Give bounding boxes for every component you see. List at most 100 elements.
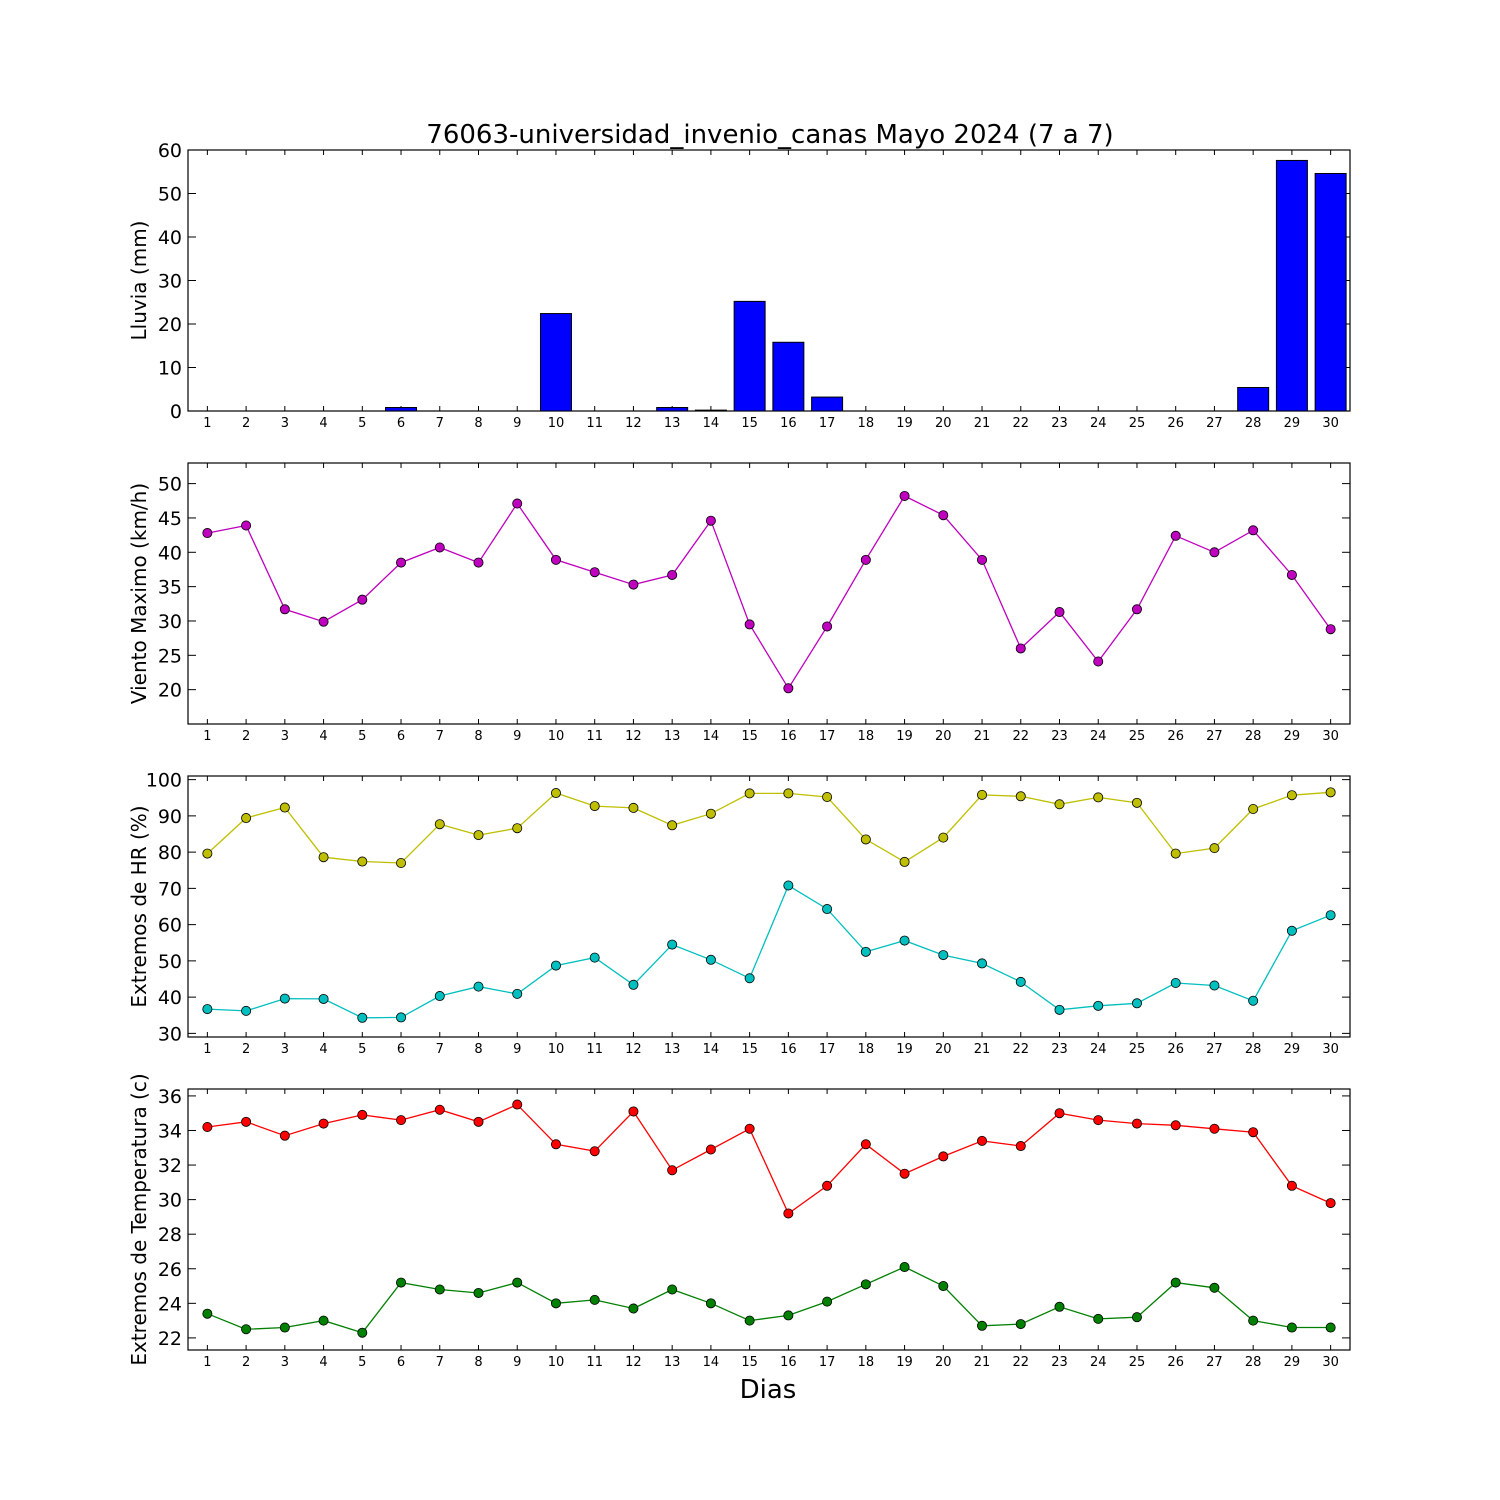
data-point: [550, 1298, 561, 1309]
x-tick-label: 16: [780, 416, 797, 431]
data-point: [628, 579, 639, 590]
x-tick-label: 17: [819, 1042, 836, 1057]
x-tick-label: 7: [436, 1355, 444, 1370]
data-point: [241, 1005, 252, 1016]
x-tick-label: 13: [664, 1355, 681, 1370]
rain-bar: [811, 396, 844, 412]
x-tick-label: 14: [703, 729, 720, 744]
data-point: [1054, 1004, 1065, 1015]
data-point: [357, 1012, 368, 1023]
x-tick-label: 10: [548, 1355, 565, 1370]
data-point: [822, 904, 833, 915]
data-point: [977, 1320, 988, 1331]
y-tick-label: 50: [158, 474, 182, 496]
data-point: [318, 993, 329, 1004]
x-tick-label: 22: [1012, 416, 1029, 431]
x-tick-label: 12: [625, 729, 642, 744]
y-tick-label: 40: [158, 227, 182, 249]
data-point: [1093, 1000, 1104, 1011]
y-tick-label: 32: [158, 1155, 182, 1177]
data-point: [512, 1099, 523, 1110]
data-point: [938, 950, 949, 961]
x-tick-label: 20: [935, 1355, 952, 1370]
data-point: [1054, 607, 1065, 618]
data-point: [938, 510, 949, 521]
data-point: [1131, 797, 1142, 808]
data-point: [667, 569, 678, 580]
y-tick-label: 20: [158, 680, 182, 702]
data-point: [279, 1130, 290, 1141]
data-point: [1015, 1141, 1026, 1152]
x-tick-label: 28: [1245, 1042, 1262, 1057]
x-tick-label: 30: [1322, 729, 1339, 744]
data-point: [473, 557, 484, 568]
data-point: [202, 848, 213, 859]
data-point: [744, 1123, 755, 1134]
y-tick-label: 90: [158, 806, 182, 828]
data-point: [1248, 803, 1259, 814]
data-point: [899, 490, 910, 501]
data-point: [1131, 1312, 1142, 1323]
data-point: [473, 1116, 484, 1127]
data-point: [202, 1122, 213, 1133]
y-tick-label: 24: [158, 1293, 182, 1315]
data-point: [1131, 604, 1142, 615]
data-point: [1170, 1277, 1181, 1288]
data-point: [1170, 1120, 1181, 1131]
data-point: [202, 1004, 213, 1015]
data-point: [938, 1281, 949, 1292]
data-point: [783, 683, 794, 694]
x-tick-label: 3: [281, 1355, 289, 1370]
y-tick-label: 30: [158, 611, 182, 633]
data-point: [744, 619, 755, 630]
x-tick-label: 4: [319, 1042, 327, 1057]
data-point: [860, 834, 871, 845]
x-tick-label: 7: [436, 1042, 444, 1057]
data-point: [241, 1116, 252, 1127]
x-tick-label: 19: [896, 1042, 913, 1057]
data-point: [822, 1180, 833, 1191]
x-tick-label: 13: [664, 729, 681, 744]
data-point: [1015, 791, 1026, 802]
x-tick-label: 17: [819, 1355, 836, 1370]
x-tick-label: 11: [586, 1042, 603, 1057]
rain-bar: [1275, 159, 1308, 412]
x-tick-label: 14: [703, 1355, 720, 1370]
x-tick-label: 29: [1284, 1355, 1301, 1370]
x-tick-label: 30: [1322, 1355, 1339, 1370]
data-point: [822, 621, 833, 632]
x-tick-label: 9: [513, 1042, 521, 1057]
data-point: [279, 993, 290, 1004]
x-tick-label: 27: [1206, 729, 1223, 744]
y-tick-label: 28: [158, 1224, 182, 1246]
data-point: [434, 1104, 445, 1115]
y-axis-label: Lluvia (mm): [127, 221, 151, 341]
x-tick-label: 5: [358, 416, 366, 431]
x-tick-label: 8: [474, 729, 482, 744]
x-tick-label: 18: [858, 729, 875, 744]
data-point: [1286, 1322, 1297, 1333]
data-point: [396, 557, 407, 568]
x-tick-label: 16: [780, 1042, 797, 1057]
data-point: [1325, 1198, 1336, 1209]
x-tick-label: 23: [1051, 1355, 1068, 1370]
x-tick-label: 16: [780, 729, 797, 744]
data-point: [1131, 1118, 1142, 1129]
data-point: [783, 1208, 794, 1219]
rain-bar: [385, 407, 418, 412]
data-point: [667, 1284, 678, 1295]
rain-bar: [694, 409, 727, 412]
data-point: [628, 802, 639, 813]
data-point: [512, 1277, 523, 1288]
data-point: [1093, 1313, 1104, 1324]
data-point: [744, 973, 755, 984]
y-tick-label: 45: [158, 508, 182, 530]
data-point: [550, 960, 561, 971]
data-point: [860, 1139, 871, 1150]
x-tick-label: 22: [1012, 729, 1029, 744]
x-tick-label: 16: [780, 1355, 797, 1370]
data-point: [1325, 1322, 1336, 1333]
